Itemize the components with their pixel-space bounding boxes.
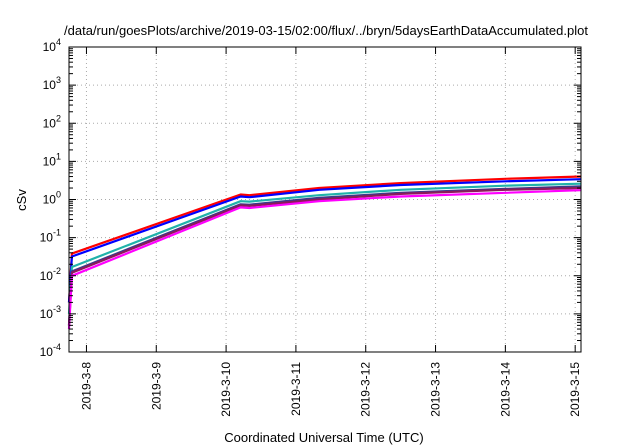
series-line — [67, 186, 582, 326]
series-group — [67, 175, 582, 330]
series-line — [67, 178, 582, 303]
x-tick-label: 2019-3-14 — [498, 362, 512, 417]
y-tick-label: 104 — [43, 37, 61, 54]
y-tick-label: 10-4 — [40, 342, 61, 359]
series-line — [67, 185, 582, 326]
x-tick-label: 2019-3-13 — [429, 362, 443, 417]
y-tick-label: 10-1 — [40, 228, 61, 245]
y-tick-label: 100 — [43, 190, 61, 207]
x-tick-label: 2019-3-9 — [149, 362, 163, 410]
y-tick-label: 10-2 — [40, 266, 61, 283]
y-tick-label: 10-3 — [40, 304, 61, 321]
y-tick-label: 102 — [43, 113, 61, 130]
y-tick-labels: 10-4 10-3 10-2 10-1 100 101 102 103 104 — [40, 37, 61, 359]
x-tick-label: 2019-3-10 — [219, 362, 233, 417]
x-tick-label: 2019-3-8 — [79, 362, 93, 410]
x-tick-labels: 2019-3-8 2019-3-9 2019-3-10 2019-3-11 2019-3… — [79, 362, 582, 417]
x-axis-title: Coordinated Universal Time (UTC) — [224, 430, 423, 445]
y-axis-title: cSv — [14, 189, 29, 211]
series-line — [67, 189, 582, 330]
chart-title: /data/run/goesPlots/archive/2019-03-15/0… — [64, 23, 588, 38]
x-tick-label: 2019-3-11 — [289, 362, 303, 416]
y-tick-label: 101 — [43, 151, 61, 168]
y-tick-label: 103 — [43, 75, 61, 92]
x-tick-label: 2019-3-12 — [359, 362, 373, 417]
x-tick-label: 2019-3-15 — [568, 362, 582, 417]
series-line — [67, 182, 582, 314]
series-line — [67, 175, 582, 303]
axis-ticks — [69, 46, 581, 353]
